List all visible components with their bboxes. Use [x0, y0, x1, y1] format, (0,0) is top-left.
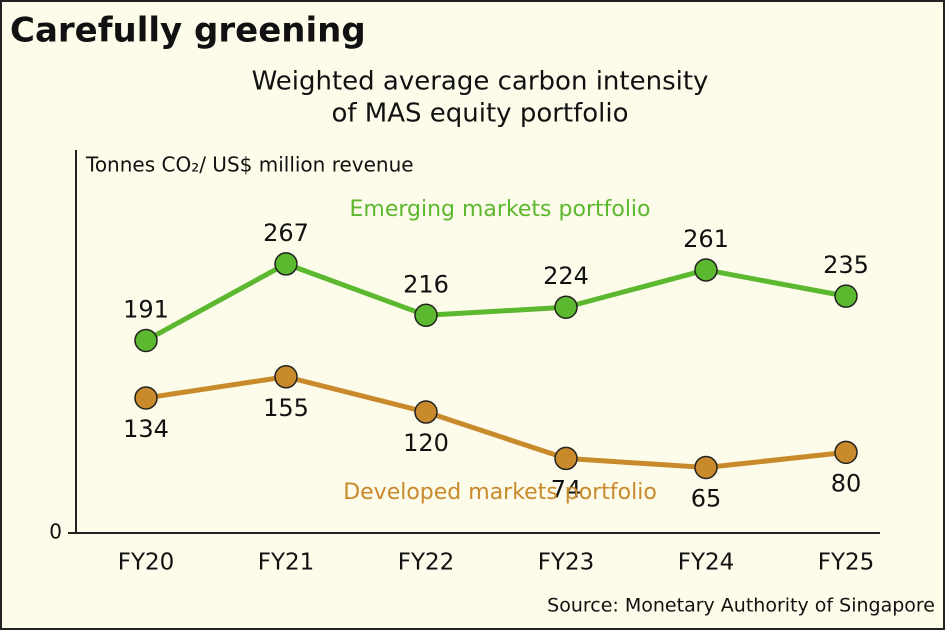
data-label: 191 [123, 295, 169, 323]
data-label: 155 [263, 394, 309, 422]
data-point [694, 258, 718, 282]
data-point [834, 440, 858, 465]
y-axis-label: Tonnes CO₂/ US$ million revenue [85, 153, 414, 177]
data-label: 134 [123, 415, 169, 443]
data-point [414, 400, 438, 424]
data-label: 235 [823, 251, 869, 279]
data-label: 224 [543, 262, 589, 290]
source: Source: Monetary Authority of Singapore [547, 595, 935, 617]
data-label: 80 [831, 469, 862, 497]
data-label: 74 [551, 475, 582, 503]
data-label: 216 [403, 270, 449, 298]
data-label: 261 [683, 225, 729, 253]
x-tick-label: FY25 [818, 550, 875, 576]
x-tick-label: FY23 [538, 550, 595, 576]
data-point [134, 386, 158, 410]
data-point [414, 303, 438, 328]
data-point [694, 455, 718, 480]
data-point [134, 328, 158, 353]
x-tick-label: FY20 [118, 550, 175, 576]
chart-title: Carefully greening [10, 11, 366, 51]
data-point [834, 284, 858, 308]
series-name: Developed markets portfolio [343, 480, 657, 505]
y-tick-label: 0 [49, 520, 62, 544]
data-point [554, 446, 578, 471]
data-point [274, 252, 298, 276]
data-point [554, 295, 578, 319]
data-label: 267 [263, 219, 309, 247]
chart-subtitle: of MAS equity portfolio [331, 99, 628, 129]
x-tick-label: FY22 [398, 550, 455, 576]
data-label: 120 [403, 429, 449, 457]
series-line [144, 261, 847, 343]
series-line [145, 374, 847, 470]
data-point [274, 365, 298, 389]
series-name: Emerging markets portfolio [349, 197, 650, 222]
x-tick-label: FY24 [678, 550, 735, 576]
data-label: 65 [691, 484, 722, 512]
chart-subtitle: Weighted average carbon intensity [252, 67, 709, 97]
x-tick-label: FY21 [258, 550, 315, 576]
